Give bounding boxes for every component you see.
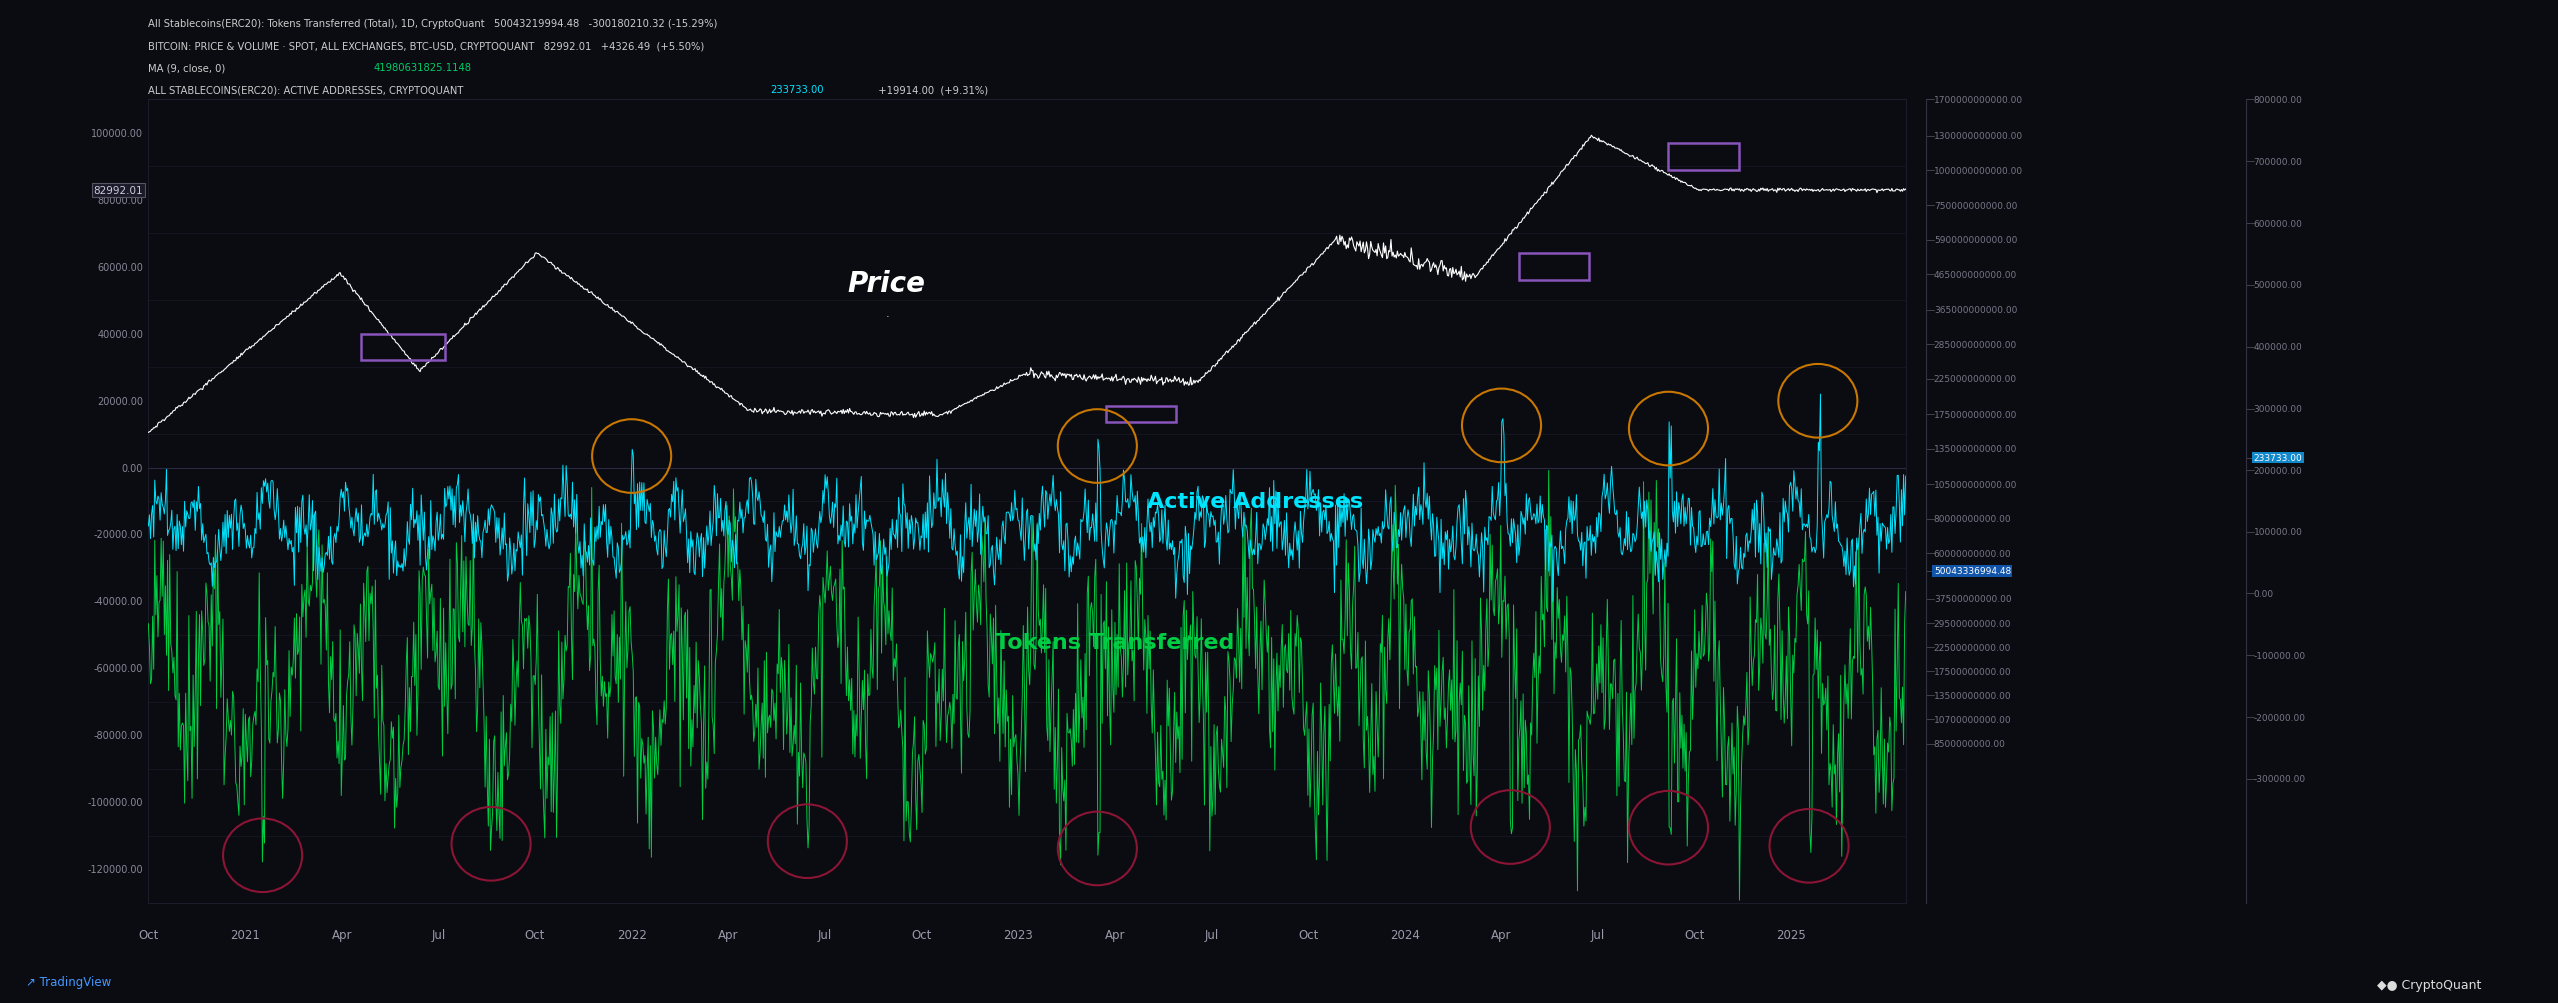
- Text: Oct: Oct: [1686, 928, 1706, 941]
- Text: 200000.00: 200000.00: [2254, 466, 2302, 475]
- Text: Oct: Oct: [138, 928, 159, 941]
- Text: 100000.00: 100000.00: [2254, 528, 2302, 537]
- Text: 50043336994.48: 50043336994.48: [1934, 567, 2011, 576]
- Text: 285000000000.00: 285000000000.00: [1934, 341, 2018, 349]
- Text: Oct: Oct: [911, 928, 931, 941]
- Text: Tokens Transferred: Tokens Transferred: [995, 632, 1236, 652]
- Text: 233733.00: 233733.00: [2254, 453, 2302, 462]
- Text: -20000.00: -20000.00: [95, 530, 143, 540]
- Text: ◆● CryptoQuant: ◆● CryptoQuant: [2376, 978, 2481, 991]
- Text: Active Addresses: Active Addresses: [1149, 491, 1363, 512]
- Text: 37500000000.00: 37500000000.00: [1934, 595, 2011, 604]
- Text: 300000.00: 300000.00: [2254, 405, 2302, 413]
- Text: 2022: 2022: [616, 928, 647, 941]
- Text: ALL STABLECOINS(ERC20): ACTIVE ADDRESSES, CRYPTOQUANT: ALL STABLECOINS(ERC20): ACTIVE ADDRESSES…: [148, 85, 471, 95]
- Text: MA (9, close, 0): MA (9, close, 0): [148, 63, 233, 73]
- Text: 10700000000.00: 10700000000.00: [1934, 715, 2011, 724]
- Text: Apr: Apr: [1491, 928, 1512, 941]
- Text: 8500000000.00: 8500000000.00: [1934, 739, 2005, 748]
- Text: 0.00: 0.00: [123, 463, 143, 473]
- Text: 400000.00: 400000.00: [2254, 343, 2302, 352]
- Text: 1700000000000.00: 1700000000000.00: [1934, 96, 2023, 104]
- Text: 500000.00: 500000.00: [2254, 281, 2302, 290]
- Text: BITCOIN: PRICE & VOLUME · SPOT, ALL EXCHANGES, BTC-USD, CRYPTOQUANT   82992.01  : BITCOIN: PRICE & VOLUME · SPOT, ALL EXCH…: [148, 41, 703, 51]
- Text: Jul: Jul: [1591, 928, 1606, 941]
- Text: Price: Price: [847, 270, 926, 298]
- Text: -100000.00: -100000.00: [87, 797, 143, 807]
- Text: 700000.00: 700000.00: [2254, 157, 2302, 166]
- Text: ↗ TradingView: ↗ TradingView: [26, 975, 110, 988]
- Text: 1000000000000.00: 1000000000000.00: [1934, 166, 2023, 176]
- Text: 0.00: 0.00: [2254, 590, 2274, 598]
- Text: 60000.00: 60000.00: [97, 263, 143, 273]
- Text: -300000.00: -300000.00: [2254, 774, 2305, 783]
- Text: Apr: Apr: [1105, 928, 1126, 941]
- Text: All Stablecoins(ERC20): Tokens Transferred (Total), 1D, CryptoQuant   5004321999: All Stablecoins(ERC20): Tokens Transferr…: [148, 19, 719, 29]
- Text: Jul: Jul: [432, 928, 445, 941]
- Text: 80000000000.00: 80000000000.00: [1934, 515, 2011, 524]
- Text: 225000000000.00: 225000000000.00: [1934, 375, 2016, 384]
- Text: Jul: Jul: [819, 928, 831, 941]
- Text: 365000000000.00: 365000000000.00: [1934, 306, 2018, 315]
- Text: 80000.00: 80000.00: [97, 196, 143, 206]
- Text: 2021: 2021: [230, 928, 261, 941]
- Text: 13500000000.00: 13500000000.00: [1934, 691, 2011, 700]
- Text: 135000000000.00: 135000000000.00: [1934, 445, 2018, 453]
- Text: -40000.00: -40000.00: [95, 597, 143, 607]
- Text: 233733.00: 233733.00: [770, 85, 824, 95]
- Text: 82992.01: 82992.01: [95, 186, 143, 196]
- Text: 100000.00: 100000.00: [92, 128, 143, 138]
- Text: -120000.00: -120000.00: [87, 865, 143, 875]
- Text: 17500000000.00: 17500000000.00: [1934, 667, 2011, 676]
- Text: 465000000000.00: 465000000000.00: [1934, 271, 2018, 280]
- Text: Oct: Oct: [1297, 928, 1317, 941]
- Text: -100000.00: -100000.00: [2254, 651, 2305, 660]
- Text: 29500000000.00: 29500000000.00: [1934, 619, 2011, 628]
- Text: 60000000000.00: 60000000000.00: [1934, 550, 2011, 558]
- Text: 1300000000000.00: 1300000000000.00: [1934, 132, 2023, 140]
- Text: 22500000000.00: 22500000000.00: [1934, 643, 2011, 652]
- Text: Apr: Apr: [719, 928, 739, 941]
- Text: Jul: Jul: [1205, 928, 1218, 941]
- Text: 2025: 2025: [1778, 928, 1806, 941]
- Text: -80000.00: -80000.00: [95, 730, 143, 740]
- Text: +19914.00  (+9.31%): +19914.00 (+9.31%): [872, 85, 987, 95]
- Text: 600000.00: 600000.00: [2254, 220, 2302, 229]
- Text: 105000000000.00: 105000000000.00: [1934, 480, 2018, 489]
- Text: 40000.00: 40000.00: [97, 329, 143, 339]
- Text: 175000000000.00: 175000000000.00: [1934, 410, 2018, 419]
- Text: 2024: 2024: [1389, 928, 1420, 941]
- Text: 41980631825.1148: 41980631825.1148: [373, 63, 471, 73]
- Text: -60000.00: -60000.00: [95, 664, 143, 674]
- Text: 2023: 2023: [1003, 928, 1033, 941]
- Text: 800000.00: 800000.00: [2254, 96, 2302, 104]
- Text: Oct: Oct: [524, 928, 545, 941]
- Text: 750000000000.00: 750000000000.00: [1934, 202, 2018, 211]
- Text: 590000000000.00: 590000000000.00: [1934, 237, 2018, 245]
- Text: 20000.00: 20000.00: [97, 396, 143, 406]
- Text: -200000.00: -200000.00: [2254, 713, 2305, 722]
- Text: Apr: Apr: [333, 928, 353, 941]
